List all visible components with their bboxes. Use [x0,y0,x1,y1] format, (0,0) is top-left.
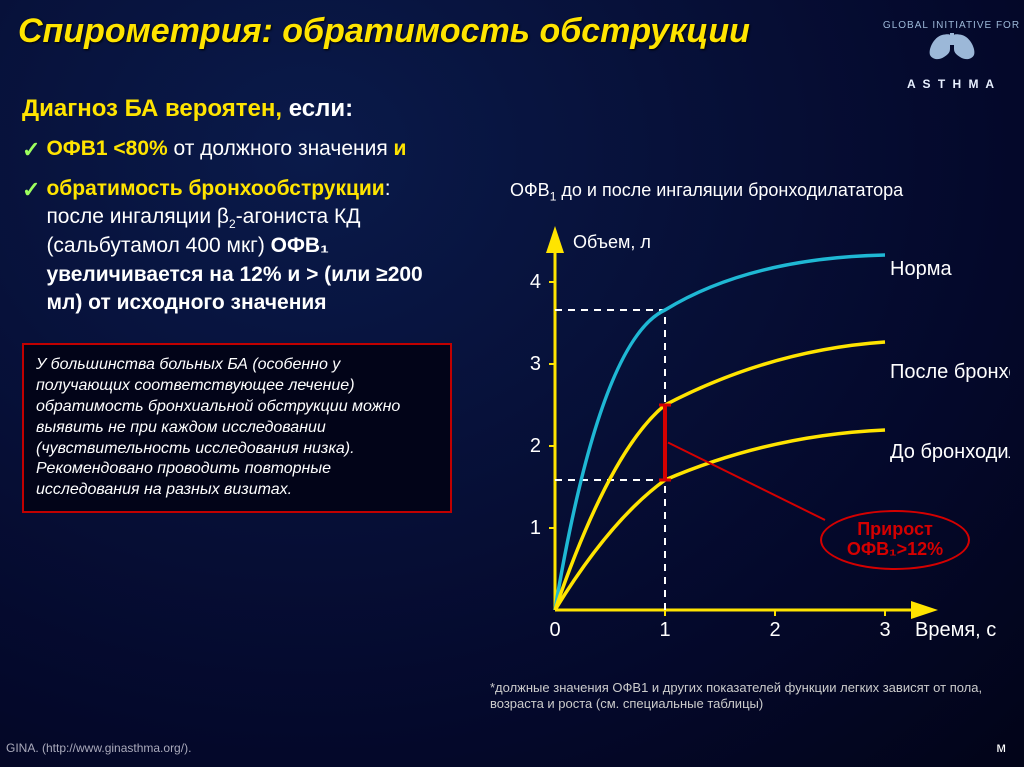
lungs-icon [922,33,982,75]
chart-svg: 1 2 3 4 0 1 2 3 Объем, л Время, с Норма После бронх… [490,220,1010,660]
svg-text:Объем, л: Объем, л [573,232,651,252]
check-icon: ✓ [22,135,40,165]
svg-text:2: 2 [769,619,780,641]
left-column: Диагноз БА вероятен, если: ✓ ОФВ1 <80% о… [22,95,452,513]
svg-text:До бронходилат.: До бронходилат. [890,441,1010,463]
b1-tail: и [394,137,407,160]
b1-white: от должного значения [168,137,394,160]
diag-white: если: [282,95,353,122]
svg-text:0: 0 [549,619,560,641]
note-box: У большинства больных БА (особенно у пол… [22,343,452,513]
bullet-2: ✓ обратимость бронхообструкции: после ин… [22,175,452,318]
ct-b: до и после ингаляции бронходилататора [556,180,903,200]
gina-logo: GLOBAL INITIATIVE FOR A S T H M A [879,0,1024,110]
svg-text:Норма: Норма [890,258,952,280]
diag-yellow: Диагноз БА вероятен, [22,95,282,122]
svg-text:1: 1 [530,517,541,539]
b1-yellow: ОФВ1 <80% [46,137,167,160]
svg-text:4: 4 [530,271,541,293]
chart-title: ОФВ1 до и после ингаляции бронходилатато… [510,180,903,204]
chart-area: 1 2 3 4 0 1 2 3 Объем, л Время, с Норма После бронх… [490,220,1010,660]
b2-sub: 2 [229,217,236,231]
svg-text:2: 2 [530,435,541,457]
citation-right: м [996,739,1006,755]
ct-a: ОФВ [510,180,550,200]
slide-title: Спирометрия: обратимость обструкции [18,12,750,51]
bullet-1: ✓ ОФВ1 <80% от должного значения и [22,135,452,165]
chart-footnote: *должные значения ОФВ1 и других показате… [490,680,1010,713]
logo-bottom-text: A S T H M A [907,77,996,91]
diagnosis-line: Диагноз БА вероятен, если: [22,95,452,123]
svg-text:3: 3 [530,353,541,375]
svg-text:После бронходилат.: После бронходилат. [890,361,1010,383]
svg-text:1: 1 [659,619,670,641]
svg-text:Время, с: Время, с [915,619,996,641]
bullet-1-text: ОФВ1 <80% от должного значения и [46,135,406,165]
citation-left: GINA. (http://www.ginasthma.org/). [6,741,191,755]
b2-ya: обратимость бронхообструкции [46,177,384,200]
bullet-2-text: обратимость бронхообструкции: после инга… [46,175,452,318]
check-icon: ✓ [22,175,40,318]
svg-text:3: 3 [879,619,890,641]
logo-top-text: GLOBAL INITIATIVE FOR [883,20,1020,31]
callout-b: ОФВ₁>12% [847,539,943,559]
callout-a: Прирост [857,519,933,539]
callout-ellipse: Прирост ОФВ₁>12% [820,510,970,570]
